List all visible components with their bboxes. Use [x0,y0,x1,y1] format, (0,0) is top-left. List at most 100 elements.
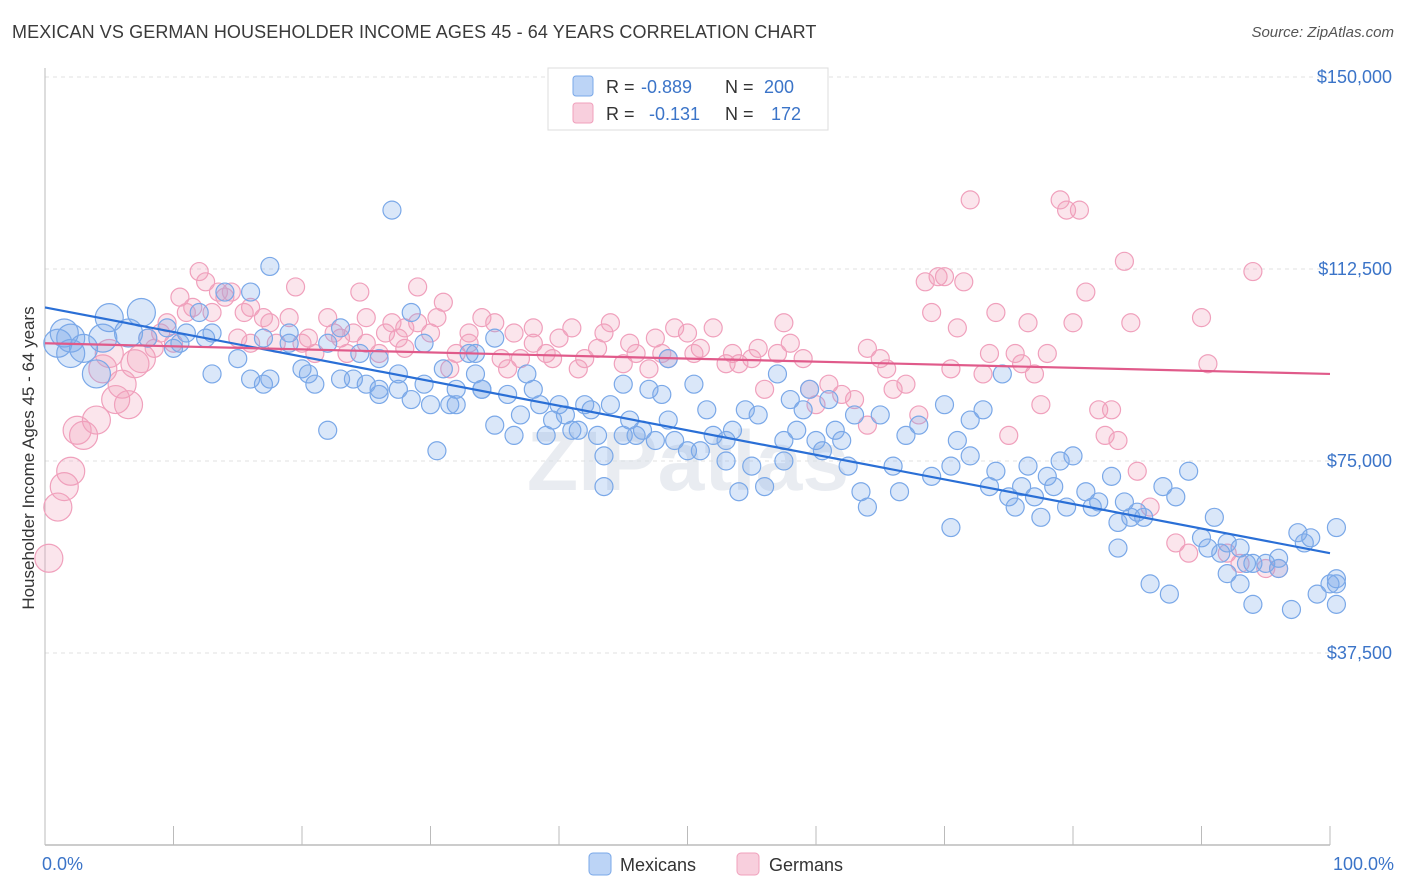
point-germans [485,313,505,333]
point-mexicans [305,374,325,394]
point-mexicans [825,420,845,440]
trend-line-mexicans [44,306,1331,555]
point-mexicans [1140,574,1160,594]
point-germans [189,261,209,282]
point-mexicans [729,482,749,502]
point-mexicans [665,430,685,451]
point-mexicans [1211,543,1231,563]
point-mexicans [318,420,338,440]
point-mexicans [1256,553,1276,574]
point-germans [665,318,685,338]
point-germans [1198,354,1218,374]
point-germans [215,287,235,307]
point-germans [253,308,274,328]
point-germans [780,333,800,353]
point-germans [568,359,588,379]
axes [44,68,1330,846]
point-mexicans [1018,456,1038,476]
point-germans [536,343,556,364]
point-germans [973,364,993,384]
point-mexicans [241,369,261,389]
point-mexicans [774,451,794,471]
point-germans [523,318,543,338]
legend-r-label: R = [606,104,635,124]
point-mexicans [485,415,505,435]
point-mexicans [1301,528,1321,548]
legend-r-value: -0.889 [641,77,692,97]
point-mexicans [330,318,351,338]
point-germans [388,328,408,348]
point-mexicans [343,369,363,389]
point-mexicans [947,430,967,451]
point-mexicans [414,333,434,353]
point-germans [375,323,396,343]
point-germans [690,338,710,358]
point-mexicans [1288,523,1308,543]
point-germans [472,308,492,328]
point-germans [941,359,961,379]
point-mexicans [1268,558,1289,579]
point-mexicans [909,415,929,435]
point-mexicans [279,333,299,353]
point-germans [1217,543,1237,563]
y-tick-labels: $37,500 $75,000 $112,500 $150,000 [1317,67,1392,663]
bottom-legend-swatch-germans [736,852,760,876]
point-mexicans [253,374,274,394]
point-germans [857,338,878,358]
point-mexicans [587,425,608,445]
point-mexicans [742,456,762,476]
point-germans [1005,343,1025,364]
point-germans [459,323,479,343]
point-germans [883,379,903,399]
point-germans [343,323,363,343]
point-mexicans [1179,461,1199,481]
point-germans [81,405,112,435]
point-mexicans [960,446,980,466]
point-germans [542,349,563,369]
point-germans [1095,425,1115,445]
point-germans [594,323,614,343]
point-mexicans [1326,517,1347,538]
point-germans [459,333,479,353]
point-mexicans [1320,574,1340,594]
point-mexicans [986,461,1006,481]
bottom-legend-label-germans: Germans [769,855,843,875]
point-germans [754,379,775,399]
point-germans [1076,282,1096,302]
point-germans [113,390,144,420]
point-mexicans [645,430,665,451]
point-germans [954,272,974,292]
point-mexicans [228,349,248,369]
point-germans [1243,261,1263,282]
point-germans [722,343,743,364]
legend-swatch-mexicans [572,75,594,97]
point-germans [793,349,813,369]
bottom-legend-swatch-mexicans [588,852,612,876]
source-credit: Source: ZipAtlas.com [1251,24,1394,41]
point-mexicans [260,256,280,277]
point-germans [523,333,543,353]
point-germans [549,328,569,348]
point-germans [979,343,1000,364]
point-mexicans [626,425,646,445]
point-mexicans [1089,492,1109,512]
point-germans [896,374,916,394]
point-germans [677,323,698,343]
legend-row-germans: R = -0.131 N = 172 [572,102,801,124]
point-germans [999,425,1019,445]
point-mexicans [433,359,453,379]
point-mexicans [883,456,903,476]
point-germans [221,282,241,302]
point-germans [1121,313,1141,333]
point-mexicans [318,333,338,353]
point-mexicans [215,282,235,302]
point-germans [68,420,99,450]
point-mexicans [1326,594,1347,614]
point-mexicans [1230,574,1250,594]
point-mexicans [973,400,993,420]
point-mexicans [420,395,441,415]
chart-title: MEXICAN VS GERMAN HOUSEHOLDER INCOME AGE… [12,22,817,42]
point-mexicans [401,302,421,323]
point-mexicans [568,420,588,440]
point-germans [1108,430,1128,451]
